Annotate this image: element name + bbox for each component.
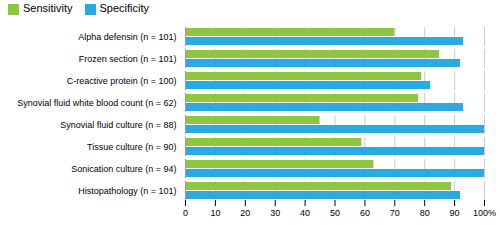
svg-text:90: 90 bbox=[450, 208, 460, 218]
svg-text:0: 0 bbox=[183, 208, 188, 218]
svg-text:10: 10 bbox=[210, 208, 220, 218]
svg-text:Alpha defensin (n = 101): Alpha defensin (n = 101) bbox=[78, 32, 176, 42]
svg-text:Sonication culture (n = 94): Sonication culture (n = 94) bbox=[71, 164, 176, 174]
svg-text:Synovial fluid white blood cou: Synovial fluid white blood count (n = 62… bbox=[17, 98, 176, 108]
svg-text:20: 20 bbox=[240, 208, 250, 218]
svg-text:100%: 100% bbox=[473, 208, 496, 218]
svg-text:80: 80 bbox=[420, 208, 430, 218]
svg-text:Synovial fluid culture (n = 88: Synovial fluid culture (n = 88) bbox=[60, 120, 176, 130]
svg-text:Tissue culture (n = 90): Tissue culture (n = 90) bbox=[87, 142, 176, 152]
svg-text:30: 30 bbox=[270, 208, 280, 218]
svg-text:50: 50 bbox=[330, 208, 340, 218]
svg-text:70: 70 bbox=[390, 208, 400, 218]
html-text:Specificity: Specificity bbox=[99, 2, 150, 14]
svg-text:40: 40 bbox=[300, 208, 310, 218]
html-text:Sensitivity: Sensitivity bbox=[23, 2, 73, 14]
svg-text:C-reactive protein (n = 100): C-reactive protein (n = 100) bbox=[67, 76, 177, 86]
svg-text:Frozen section (n = 101): Frozen section (n = 101) bbox=[79, 54, 177, 64]
svg-text:60: 60 bbox=[360, 208, 370, 218]
svg-text:Histopathology (n = 101): Histopathology (n = 101) bbox=[78, 186, 176, 196]
